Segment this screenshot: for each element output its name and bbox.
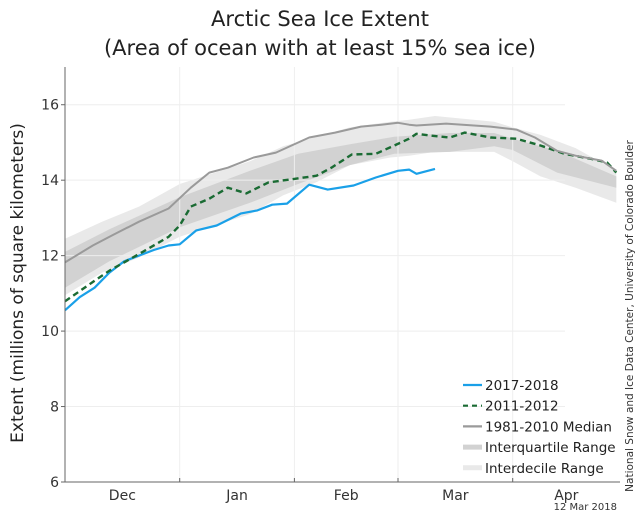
x-tick-label: Mar — [442, 488, 469, 504]
credit-text: National Snow and Ice Data Center, Unive… — [624, 140, 636, 492]
y-tick-label: 10 — [41, 324, 59, 340]
axes: 6 8 10 12 14 16 Dec Jan Feb Mar Apr — [41, 67, 620, 504]
y-axis-label: Extent (millions of square kilometers) — [8, 123, 28, 443]
comparison-series-line — [64, 131, 618, 303]
x-tick-label: Apr — [554, 488, 578, 504]
range-bands — [65, 116, 617, 296]
series-lines — [64, 121, 618, 312]
chart-title: Arctic Sea Ice Extent — [211, 7, 429, 31]
y-tick-label: 12 — [41, 249, 59, 265]
chart-subtitle: (Area of ocean with at least 15% sea ice… — [103, 36, 536, 60]
x-tick-label: Feb — [334, 488, 359, 504]
legend-label-current: 2017-2018 — [485, 378, 559, 394]
legend-label-comparison: 2011-2012 — [485, 399, 559, 415]
y-tick-label: 14 — [41, 173, 59, 189]
chart-title-block: Arctic Sea Ice Extent (Area of ocean wit… — [0, 5, 640, 63]
median-series-line — [64, 121, 617, 264]
y-tick-label: 6 — [50, 475, 59, 491]
legend: 2017-2018 2011-2012 1981-2010 Median Interq… — [463, 378, 616, 477]
y-tick-label: 16 — [41, 98, 59, 114]
x-tick-label: Dec — [109, 488, 136, 504]
legend-label-interquartile: Interquartile Range — [485, 440, 616, 456]
gridlines — [65, 67, 565, 482]
date-stamp: 12 Mar 2018 — [554, 502, 617, 513]
x-tick-label: Jan — [225, 488, 248, 504]
legend-label-median: 1981-2010 Median — [485, 419, 612, 435]
y-tick-label: 8 — [50, 400, 59, 416]
legend-label-interdecile: Interdecile Range — [485, 461, 604, 477]
interquartile-band — [65, 133, 617, 288]
